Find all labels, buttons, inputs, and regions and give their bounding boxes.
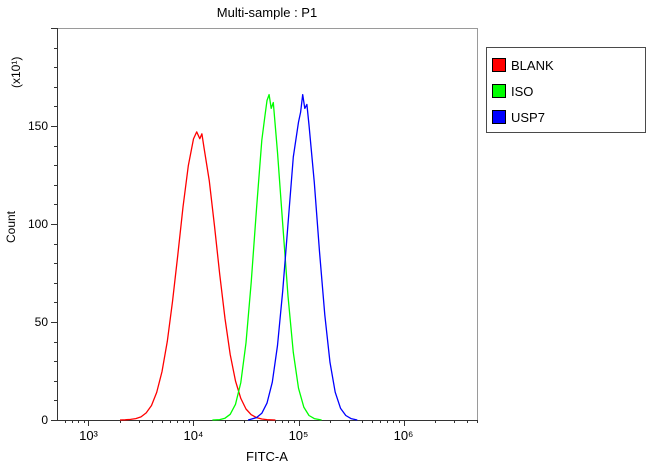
x-tick-label-10e6: 10⁶ <box>393 428 414 443</box>
x-tick-label-10e4: 10⁴ <box>183 428 204 443</box>
plot-border <box>57 28 478 421</box>
iso-curve <box>212 93 322 421</box>
legend-label-iso: ISO <box>511 83 534 99</box>
legend-label-usp7: USP7 <box>511 109 545 125</box>
y-tick-label-150: 150 <box>27 119 48 133</box>
legend: BLANK ISO USP7 <box>486 47 646 133</box>
legend-item-blank: BLANK <box>492 52 645 78</box>
legend-swatch-usp7 <box>492 110 506 124</box>
usp7-curve <box>247 93 358 421</box>
legend-swatch-iso <box>492 84 506 98</box>
legend-item-usp7: USP7 <box>492 104 645 130</box>
plot-title: Multi-sample : P1 <box>216 5 318 20</box>
y-tick-label-0: 0 <box>41 413 48 427</box>
legend-item-iso: ISO <box>492 78 645 104</box>
blank-curve <box>119 131 276 421</box>
x-axis-label: FITC-A <box>246 449 288 464</box>
legend-label-blank: BLANK <box>511 57 554 73</box>
x-tick-label-10e5: 10⁵ <box>288 428 309 443</box>
y-tick-label-100: 100 <box>27 217 48 231</box>
y-tick-label-50: 50 <box>34 315 48 329</box>
x-tick-label-10e3: 10³ <box>79 428 98 443</box>
legend-swatch-blank <box>492 58 506 72</box>
